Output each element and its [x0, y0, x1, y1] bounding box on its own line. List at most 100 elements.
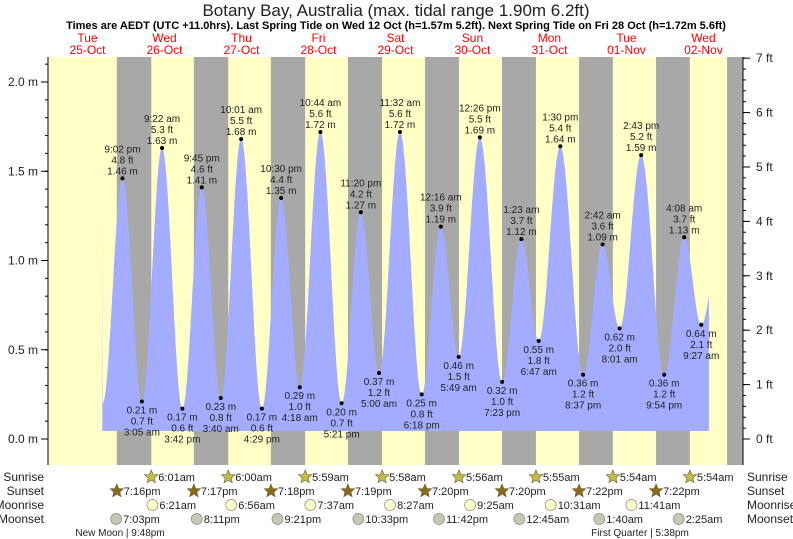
- moonset-time: 9:21pm: [284, 514, 321, 526]
- sunset-icon: [494, 483, 510, 498]
- day-date: 01-Nov: [607, 43, 646, 57]
- day-date: 26-Oct: [146, 43, 183, 57]
- high-tide-label: 4:08 am: [666, 203, 702, 214]
- high-tide-label: 1.27 m: [346, 200, 377, 211]
- high-tide-point: [519, 237, 524, 242]
- tide-area-path: [102, 132, 709, 431]
- moon-phase-first-quarter: First Quarter | 5:38pm: [591, 528, 689, 539]
- high-tide-label: 11:20 pm: [340, 178, 381, 189]
- sunset-time: 7:16pm: [124, 486, 161, 498]
- high-tide-label: 5.6 ft: [389, 109, 411, 120]
- moonrise-time: 9:25am: [477, 500, 514, 512]
- day-name: Fri: [311, 31, 325, 45]
- sunrise-icon: [143, 469, 159, 484]
- high-tide-label: 5.5 ft: [469, 114, 491, 125]
- left-tick-label: 1.5 m: [8, 164, 38, 178]
- high-tide-label: 1.41 m: [186, 175, 217, 186]
- moonset-time: 7:03pm: [123, 514, 160, 526]
- high-tide-label: 1.13 m: [669, 225, 700, 236]
- moonset-icon: [593, 513, 606, 525]
- high-tide-point: [120, 176, 125, 181]
- low-tide-label: 0.17 m: [247, 413, 278, 424]
- high-tide-label: 1.72 m: [305, 120, 336, 131]
- low-tide-label: 4:18 am: [282, 413, 318, 424]
- low-tide-point: [699, 322, 704, 327]
- high-tide-label: 5.5 ft: [230, 116, 252, 127]
- tide-area: [102, 132, 709, 431]
- high-tide-label: 3.7 ft: [673, 214, 695, 225]
- high-tide-label: 5.6 ft: [309, 109, 331, 120]
- moonrise-icon: [304, 499, 317, 511]
- high-tide-label: 1.68 m: [226, 127, 257, 138]
- low-tide-point: [456, 354, 461, 359]
- high-tide-point: [358, 210, 363, 215]
- high-tide-label: 3.9 ft: [430, 204, 452, 215]
- low-tide-label: 4:29 pm: [244, 435, 280, 446]
- sunrise-icon: [220, 469, 236, 484]
- low-tide-point: [139, 399, 144, 404]
- low-tide-label: 0.29 m: [284, 391, 315, 402]
- right-tick-label: 2 ft: [756, 323, 773, 337]
- moonrise-icon: [384, 499, 396, 511]
- high-tide-label: 9:02 pm: [104, 144, 140, 155]
- moonset-time: 8:11pm: [204, 514, 240, 526]
- moonrise-icon: [146, 499, 159, 511]
- low-tide-point: [180, 406, 185, 411]
- low-tide-label: 0.20 m: [326, 407, 357, 418]
- high-tide-label: 1.69 m: [465, 125, 496, 136]
- high-tide-label: 1.35 m: [266, 186, 297, 197]
- low-tide-label: 1.2 ft: [653, 390, 675, 401]
- sunrise-icon: [451, 469, 467, 484]
- high-tide-label: 5.2 ft: [630, 132, 652, 143]
- day-date: 02-Nov: [684, 43, 723, 57]
- low-tide-label: 6:18 pm: [404, 420, 440, 431]
- high-tide-point: [318, 129, 323, 134]
- low-tide-label: 0.6 ft: [171, 424, 193, 435]
- sunrise-icon: [605, 469, 621, 484]
- high-tide-label: 1.46 m: [107, 166, 138, 177]
- moonset-time: 10:33pm: [365, 514, 408, 526]
- low-tide-label: 0.7 ft: [331, 418, 353, 429]
- low-tide-label: 3:42 pm: [164, 435, 200, 446]
- high-tide-label: 1:23 am: [503, 205, 539, 216]
- sunset-icon: [340, 483, 356, 498]
- day-name: Wed: [691, 31, 715, 45]
- low-tide-label: 1.8 ft: [528, 356, 550, 367]
- moonrise-time: 6:56am: [238, 500, 275, 512]
- right-tick-label: 1 ft: [756, 378, 773, 392]
- high-tide-label: 12:16 am: [420, 193, 462, 204]
- moonset-time: 12:45am: [526, 514, 569, 526]
- low-tide-label: 3:40 am: [203, 424, 239, 435]
- row-label-moonrise-right: Moonrise: [747, 498, 793, 512]
- high-tide-point: [477, 135, 482, 140]
- low-tide-point: [581, 372, 586, 377]
- day-date: 28-Oct: [300, 43, 337, 57]
- moonset-icon: [433, 513, 445, 525]
- low-tide-label: 7:23 pm: [484, 408, 520, 419]
- moonrise-time: 11:41am: [638, 500, 680, 512]
- sunrise-icon: [374, 469, 390, 484]
- row-label-sunrise-right: Sunrise: [747, 470, 788, 484]
- day-date: 30-Oct: [454, 43, 491, 57]
- day-date: 31-Oct: [531, 43, 568, 57]
- low-tide-label: 2.0 ft: [609, 343, 631, 354]
- high-tide-label: 4.8 ft: [111, 155, 133, 166]
- moonrise-time: 6:21am: [159, 500, 196, 512]
- day-name: Thu: [231, 31, 252, 45]
- moonset-time: 1:40am: [606, 514, 643, 526]
- high-tide-label: 1.19 m: [426, 215, 457, 226]
- high-tide-point: [600, 242, 605, 247]
- moonrise-icon: [544, 499, 557, 511]
- sunrise-icon: [528, 469, 544, 484]
- low-tide-label: 9:54 pm: [646, 401, 682, 412]
- high-tide-point: [558, 144, 563, 149]
- high-tide-point: [438, 224, 443, 229]
- moonset-icon: [513, 513, 526, 525]
- high-tide-label: 5.4 ft: [549, 123, 571, 134]
- row-label-moonrise: Moonrise: [0, 498, 44, 512]
- sunrise-time: 5:58am: [389, 472, 426, 484]
- high-tide-label: 12:26 pm: [459, 103, 501, 114]
- chart-title: Botany Bay, Australia (max. tidal range …: [202, 1, 589, 20]
- low-tide-label: 2.1 ft: [690, 340, 712, 351]
- high-tide-point: [199, 185, 204, 190]
